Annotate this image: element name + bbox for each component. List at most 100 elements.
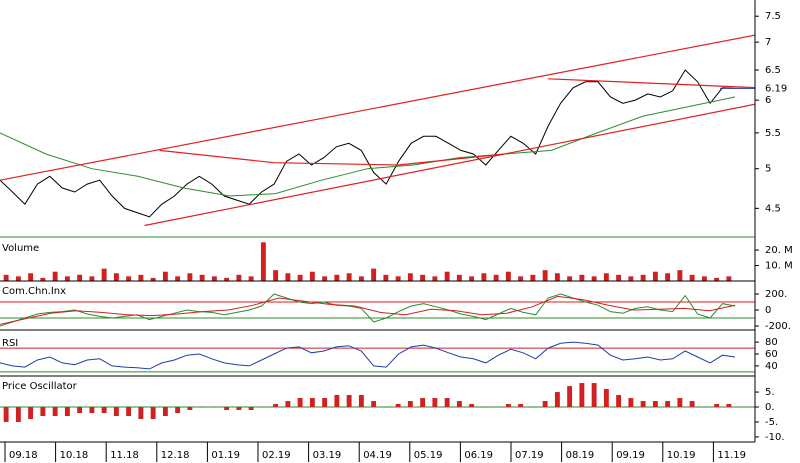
bar [236,274,242,281]
x-tick-label: 06.19 [464,450,493,461]
panel-title: Com.Chn.Inx [2,286,66,297]
bar [628,398,634,408]
bar [407,401,413,408]
bar [346,273,352,281]
trend-line [144,103,755,227]
bar [640,401,646,408]
bar [113,407,119,416]
bar [481,273,487,281]
y-tick-label: 7.5 [765,11,781,22]
y-tick-label: 60 [765,349,778,360]
bar [126,407,132,416]
bar [677,398,683,408]
bar [383,274,389,281]
bar [150,277,156,281]
bar [701,276,707,281]
y-tick-label: 80 [765,337,778,348]
bar [297,274,303,281]
bar [444,398,450,408]
bar [89,407,95,413]
x-tick-label: 09.19 [616,450,645,461]
y-tick-label: 5.5 [765,128,781,139]
series-line [0,295,736,325]
x-tick-label: 07.19 [515,450,544,461]
bar [260,242,266,281]
bar [481,407,487,408]
bar [689,274,695,281]
bar [101,268,107,281]
bar [211,407,217,408]
bar [420,274,426,281]
bar [224,277,230,281]
bar [420,398,426,408]
bar [187,407,193,410]
bar [346,395,352,408]
y-tick-label: 0. [765,402,775,413]
bar [726,404,732,408]
bar [518,276,524,281]
bar [309,398,315,408]
bar [652,401,658,408]
bar [187,273,193,281]
bar [89,276,95,281]
bar [52,407,58,416]
bar [530,407,536,408]
x-tick-label: 11.18 [110,450,139,461]
bar [493,274,499,281]
bar [309,271,315,281]
y-tick-label: 40 [765,361,778,372]
bar [77,407,83,413]
series-line [0,69,736,218]
bar [3,274,9,281]
panel [0,383,755,422]
series-line [0,341,736,370]
bar [236,407,242,410]
y-tick-label: 10. M [765,261,793,272]
panel-title: RSI [2,338,18,349]
y-tick-label: -200. [765,321,791,332]
bar [616,395,622,408]
trend-line [159,149,505,166]
bar [518,404,524,408]
bar [505,404,511,408]
bar [407,273,413,281]
bar [175,407,181,413]
bar [64,407,70,416]
bar [248,407,254,410]
bar [199,407,205,408]
bar [616,274,622,281]
bar [150,407,156,419]
panel [0,34,755,227]
bar [40,407,46,416]
bar [334,274,340,281]
bar [701,407,707,408]
bar [456,274,462,281]
bar [530,274,536,281]
bar [113,273,119,281]
bar [665,401,671,408]
bar [567,276,573,281]
bar [40,277,46,281]
bar [15,407,21,422]
x-tick-label: 10.19 [667,450,696,461]
panel [3,242,732,281]
bar [603,273,609,281]
x-tick-label: 05.19 [414,450,443,461]
bar [371,268,377,281]
x-tick-label: 02.19 [262,450,291,461]
x-tick-label: 03.19 [313,450,342,461]
bar [15,276,21,281]
bar [126,276,132,281]
bar [554,273,560,281]
y-tick-label: -5. [765,417,778,428]
bar [3,407,9,422]
bar [138,407,144,419]
bar [432,398,438,408]
bar [640,274,646,281]
bar [456,401,462,408]
bar [211,276,217,281]
bar [285,401,291,408]
series-line [0,293,736,327]
bar [273,270,279,281]
y-tick-label: -10. [765,432,785,443]
